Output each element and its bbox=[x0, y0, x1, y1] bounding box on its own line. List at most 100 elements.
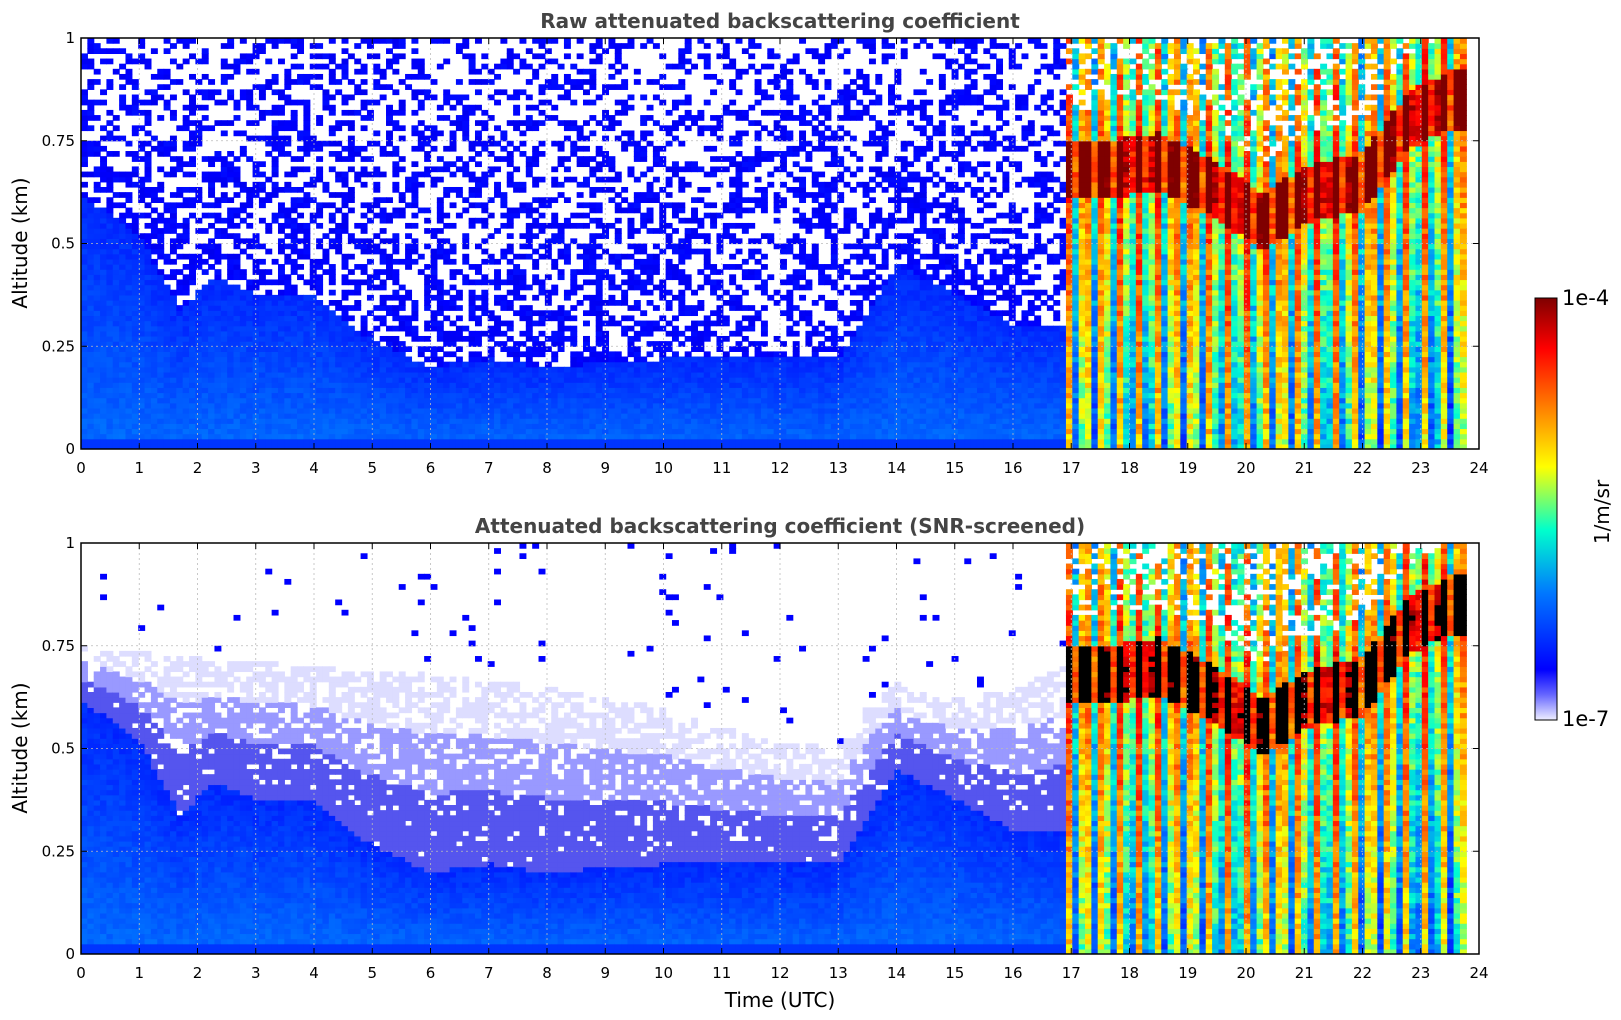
heatmap-cell bbox=[691, 346, 698, 352]
heatmap-cell bbox=[652, 423, 660, 430]
heatmap-cell bbox=[176, 428, 184, 435]
heatmap-cell bbox=[227, 361, 235, 368]
heatmap-cell bbox=[716, 361, 724, 368]
heatmap-cell bbox=[386, 418, 393, 424]
heatmap-cell bbox=[481, 217, 489, 224]
heatmap-cell bbox=[189, 443, 196, 449]
heatmap-cell bbox=[131, 330, 139, 337]
heatmap-cell bbox=[335, 63, 343, 70]
heatmap-cell bbox=[189, 377, 196, 383]
heatmap-cell bbox=[436, 356, 444, 363]
heatmap-cell bbox=[93, 151, 101, 157]
heatmap-cell bbox=[468, 428, 476, 435]
heatmap-cell bbox=[494, 382, 501, 388]
heatmap-cell bbox=[430, 351, 438, 358]
heatmap-cell bbox=[386, 294, 393, 301]
heatmap-cell bbox=[671, 330, 679, 337]
heatmap-cell bbox=[246, 315, 254, 322]
heatmap-cell bbox=[246, 351, 254, 358]
heatmap-cell bbox=[538, 212, 546, 219]
heatmap-cell bbox=[354, 84, 362, 90]
heatmap-cell bbox=[494, 438, 501, 445]
heatmap-cell bbox=[646, 371, 654, 378]
heatmap-cell bbox=[583, 335, 590, 342]
heatmap-cell bbox=[589, 253, 597, 260]
heatmap-cell bbox=[341, 392, 349, 399]
heatmap-cell bbox=[182, 233, 190, 239]
heatmap-cell bbox=[354, 243, 362, 250]
heatmap-cell bbox=[424, 438, 432, 445]
heatmap-cell bbox=[258, 269, 266, 275]
heatmap-cell bbox=[157, 186, 165, 193]
heatmap-cell bbox=[392, 279, 400, 286]
heatmap-cell bbox=[525, 397, 533, 404]
heatmap-cell bbox=[208, 222, 216, 229]
heatmap-cell bbox=[119, 433, 127, 440]
heatmap-cell bbox=[150, 305, 158, 311]
heatmap-cell bbox=[481, 423, 489, 430]
heatmap-cell bbox=[176, 320, 184, 327]
heatmap-cell bbox=[487, 346, 495, 352]
heatmap-cell bbox=[405, 330, 413, 337]
heatmap-cell bbox=[405, 356, 413, 363]
heatmap-cell bbox=[341, 341, 349, 347]
heatmap-cell bbox=[462, 335, 470, 342]
heatmap-cell bbox=[360, 330, 368, 337]
heatmap-cell bbox=[297, 335, 305, 342]
heatmap-cell bbox=[697, 418, 705, 424]
heatmap-cell bbox=[277, 387, 285, 394]
heatmap-cell bbox=[608, 43, 616, 49]
heatmap-cell bbox=[284, 217, 292, 224]
heatmap-cell bbox=[87, 43, 95, 49]
heatmap-cell bbox=[513, 53, 521, 60]
heatmap-cell bbox=[265, 418, 273, 424]
heatmap-cell bbox=[710, 202, 718, 209]
heatmap-cell bbox=[309, 73, 317, 80]
heatmap-cell bbox=[150, 351, 158, 358]
heatmap-cell bbox=[462, 94, 470, 101]
heatmap-cell bbox=[684, 371, 692, 378]
heatmap-cell bbox=[716, 181, 724, 188]
heatmap-cell bbox=[671, 63, 679, 70]
heatmap-cell bbox=[608, 423, 616, 430]
heatmap-cell bbox=[411, 361, 419, 368]
heatmap-cell bbox=[87, 48, 95, 55]
heatmap-cell bbox=[309, 371, 317, 378]
heatmap-cell bbox=[487, 438, 495, 445]
heatmap-cell bbox=[157, 84, 165, 90]
heatmap-cell bbox=[468, 58, 476, 65]
heatmap-cell bbox=[519, 284, 527, 291]
heatmap-cell bbox=[360, 413, 368, 419]
heatmap-cell bbox=[335, 320, 343, 327]
heatmap-cell bbox=[284, 253, 292, 260]
heatmap-cell bbox=[570, 443, 578, 449]
heatmap-cell bbox=[284, 294, 292, 301]
heatmap-cell bbox=[220, 99, 228, 106]
heatmap-cell bbox=[398, 300, 406, 306]
heatmap-cell bbox=[182, 310, 190, 317]
heatmap-cell bbox=[608, 274, 616, 281]
heatmap-cell bbox=[621, 371, 629, 378]
heatmap-cell bbox=[608, 222, 616, 229]
heatmap-cell bbox=[169, 325, 177, 332]
heatmap-cell bbox=[233, 238, 241, 245]
heatmap-cell bbox=[703, 325, 711, 332]
heatmap-cell bbox=[163, 222, 171, 229]
heatmap-cell bbox=[455, 361, 463, 368]
heatmap-cell bbox=[392, 382, 400, 388]
heatmap-cell bbox=[621, 418, 629, 424]
heatmap-cell bbox=[169, 228, 177, 234]
heatmap-cell bbox=[106, 151, 114, 157]
heatmap-cell bbox=[227, 413, 235, 419]
heatmap-cell bbox=[366, 351, 374, 358]
heatmap-cell bbox=[182, 125, 190, 132]
heatmap-cell bbox=[373, 371, 381, 378]
heatmap-cell bbox=[506, 161, 514, 168]
heatmap-cell bbox=[583, 181, 590, 188]
heatmap-cell bbox=[316, 300, 324, 306]
heatmap-cell bbox=[525, 253, 533, 260]
heatmap-cell bbox=[93, 264, 101, 270]
heatmap-cell bbox=[519, 438, 527, 445]
heatmap-cell bbox=[201, 438, 209, 445]
heatmap-cell bbox=[716, 305, 724, 311]
